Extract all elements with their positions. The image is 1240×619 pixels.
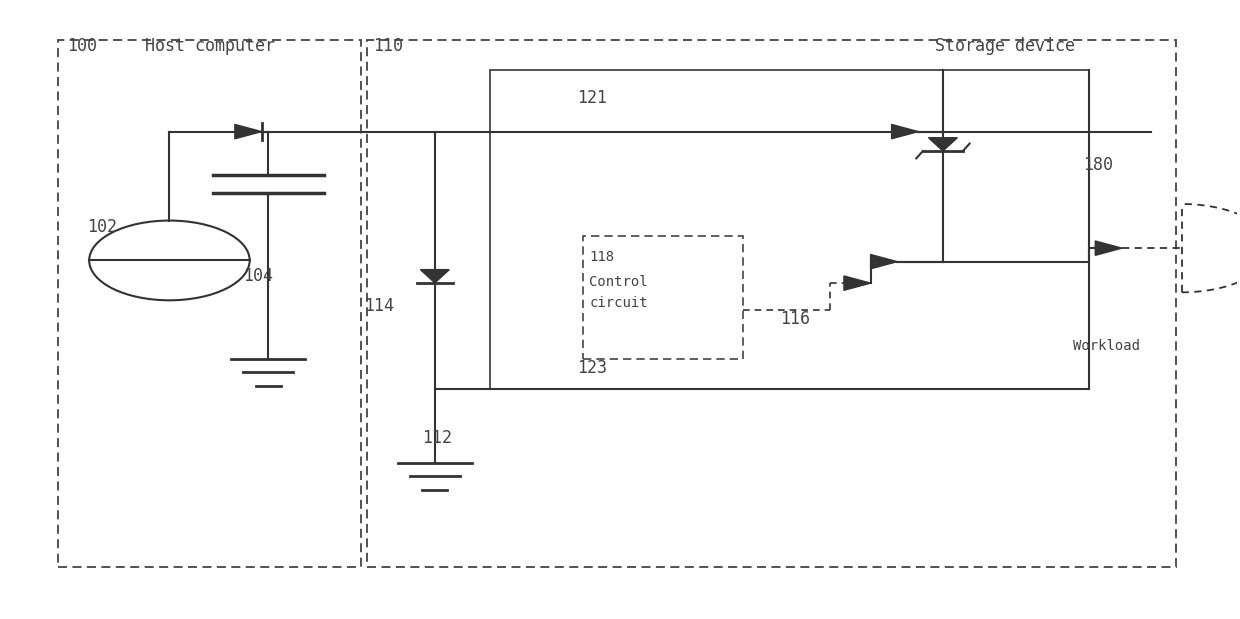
Text: 112: 112: [423, 430, 453, 448]
Text: 118: 118: [589, 250, 614, 264]
Text: 121: 121: [577, 89, 606, 107]
Bar: [583, 236, 744, 358]
Text: 180: 180: [1083, 157, 1114, 175]
Text: Control: Control: [589, 275, 647, 289]
Text: circuit: circuit: [589, 297, 647, 310]
Polygon shape: [929, 138, 957, 151]
Bar: [490, 71, 1089, 389]
Polygon shape: [234, 124, 262, 139]
Text: Workload: Workload: [1073, 339, 1140, 353]
Polygon shape: [1095, 241, 1122, 255]
Text: 100: 100: [67, 37, 97, 54]
Polygon shape: [420, 270, 449, 283]
Bar: [367, 40, 1176, 567]
Text: Storage device: Storage device: [935, 37, 1075, 54]
Text: 104: 104: [243, 267, 274, 285]
Text: 123: 123: [577, 359, 606, 377]
Polygon shape: [870, 254, 898, 269]
Text: 114: 114: [365, 298, 394, 316]
Text: Host computer: Host computer: [145, 37, 275, 54]
Text: 102: 102: [87, 218, 117, 236]
Polygon shape: [892, 124, 919, 139]
Text: 116: 116: [780, 310, 811, 327]
Polygon shape: [844, 276, 870, 290]
Bar: [58, 40, 361, 567]
Text: 110: 110: [373, 37, 403, 54]
